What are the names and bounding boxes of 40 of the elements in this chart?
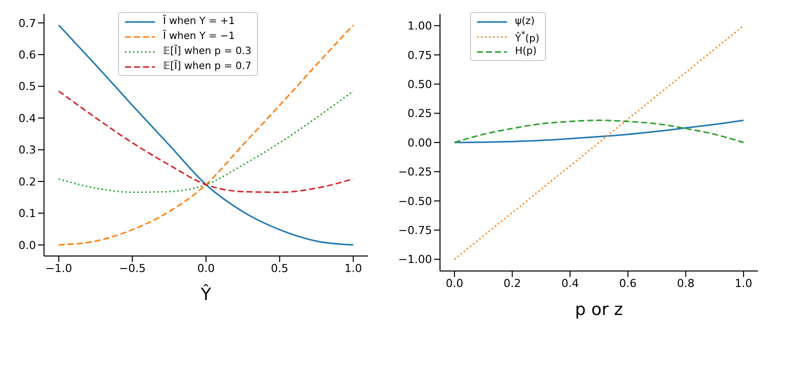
x-tick-label: 0.0 xyxy=(446,276,464,290)
y-tick-label: 0.00 xyxy=(408,136,432,150)
y-tick-label: 0.5 xyxy=(18,80,36,94)
y-tick-label: 0.7 xyxy=(18,16,36,30)
legend-label: 𝔼[Ĩ] when p = 0.7 xyxy=(163,61,252,72)
x-axis-title: Ŷ xyxy=(200,284,212,305)
line-series xyxy=(58,24,354,246)
y-tick-label: 0.1 xyxy=(18,207,36,220)
y-tick-label: 0.75 xyxy=(408,48,432,62)
y-tick-label: 0.3 xyxy=(18,144,36,157)
legend-label: Ŷ$^{*}$(p) xyxy=(515,28,540,44)
x-tick-label: 1.0 xyxy=(344,262,362,275)
x-tick-label: 0.5 xyxy=(270,262,288,275)
y-tick-label: 0.6 xyxy=(18,48,36,62)
x-tick-label: 0.8 xyxy=(676,276,694,290)
y-tick-label: 0.4 xyxy=(18,112,36,125)
y-tick-label: 0.2 xyxy=(18,175,36,188)
y-tick-label: 0.50 xyxy=(408,78,432,91)
line-series xyxy=(58,90,354,193)
legend-label: H(p) xyxy=(515,46,537,57)
y-tick-label: −0.75 xyxy=(398,224,432,238)
x-tick-label: 0.6 xyxy=(619,276,637,290)
legend-label: 𝔼[Ĩ] when p = 0.3 xyxy=(163,46,252,57)
y-tick-label: −1.00 xyxy=(398,253,432,266)
x-tick-label: 0.2 xyxy=(504,276,522,290)
legend-label: ψ(z) xyxy=(515,16,535,27)
x-tick-label: 0.0 xyxy=(197,262,215,275)
legend-label: Ĩ when Y = +1 xyxy=(163,16,235,27)
line-series xyxy=(454,120,744,144)
y-tick-label: 0.0 xyxy=(18,238,36,252)
x-tick-label: −1.0 xyxy=(45,262,72,275)
y-tick-label: −0.50 xyxy=(398,194,432,208)
y-tick-label: −0.25 xyxy=(398,166,432,179)
x-tick-label: −0.5 xyxy=(119,262,146,275)
x-axis-title: p or z xyxy=(575,300,624,320)
y-tick-label: 1.00 xyxy=(408,20,432,33)
legend-label: Ĩ when Y = −1 xyxy=(163,31,235,42)
x-tick-label: 1.0 xyxy=(734,276,752,290)
x-tick-label: 0.4 xyxy=(561,276,579,290)
y-tick-label: 0.25 xyxy=(408,107,432,120)
